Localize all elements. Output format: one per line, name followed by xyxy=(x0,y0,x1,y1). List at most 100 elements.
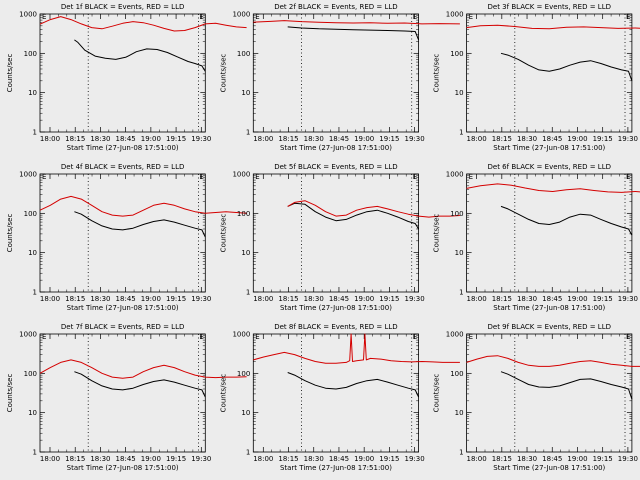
lld-series-line xyxy=(466,24,640,30)
x-tick-label: 19:00 xyxy=(354,295,374,303)
x-tick-label: 19:30 xyxy=(405,295,425,303)
panel-det-6f: Det 6f BLACK = Events, RED = LLD 1 10 100 10… xyxy=(433,163,640,312)
y-axis-label: Counts/sec xyxy=(6,54,14,93)
lld-series-line xyxy=(466,355,640,367)
events-series-line xyxy=(500,371,633,400)
x-tick-label: 18:30 xyxy=(304,455,324,463)
x-tick-label: 19:15 xyxy=(593,295,613,303)
y-tick-label: 1 xyxy=(246,129,250,137)
panel-det-2f: Det 2f BLACK = Events, RED = LLD 1 10 100 10… xyxy=(219,3,460,152)
x-tick-label: 18:45 xyxy=(116,295,136,303)
panel-det-7f: Det 7f BLACK = Events, RED = LLD 1 10 100 10… xyxy=(6,323,247,472)
e-marker: E xyxy=(199,13,203,21)
events-series-line xyxy=(500,52,633,81)
e-marker: E xyxy=(626,13,630,21)
plot-frame xyxy=(39,173,206,293)
plot-frame xyxy=(466,13,633,133)
x-tick-label: 18:00 xyxy=(40,135,60,143)
panel-det-9f: Det 9f BLACK = Events, RED = LLD 1 10 100 10… xyxy=(433,323,640,472)
y-tick-label: 100 xyxy=(450,50,463,58)
e-marker: E xyxy=(255,333,259,341)
y-axis-label: Counts/sec xyxy=(6,374,14,413)
e-marker: E xyxy=(626,333,630,341)
x-tick-label: 18:30 xyxy=(517,295,537,303)
x-tick-label: 19:30 xyxy=(191,455,211,463)
y-axis-label: Counts/sec xyxy=(219,374,227,413)
y-tick-label: 1000 xyxy=(19,331,37,339)
y-tick-label: 1000 xyxy=(232,171,250,179)
x-tick-label: 18:45 xyxy=(329,455,349,463)
x-tick-label: 19:00 xyxy=(354,455,374,463)
e-marker: E xyxy=(413,333,417,341)
x-tick-label: 19:30 xyxy=(191,295,211,303)
x-tick-label: 18:30 xyxy=(90,455,110,463)
plot-frame xyxy=(252,333,420,453)
e-marker: E xyxy=(255,13,259,21)
y-tick-label: 10 xyxy=(28,89,37,97)
y-tick-label: 100 xyxy=(237,370,250,378)
x-tick-label: 18:30 xyxy=(304,135,324,143)
events-series-line xyxy=(74,371,206,398)
x-tick-label: 18:15 xyxy=(65,295,85,303)
x-tick-label: 19:00 xyxy=(354,135,374,143)
x-tick-label: 18:45 xyxy=(329,295,349,303)
y-tick-label: 10 xyxy=(241,89,250,97)
y-tick-label: 1 xyxy=(246,449,250,457)
y-tick-label: 1 xyxy=(459,129,463,137)
events-series-line xyxy=(74,39,206,72)
events-series-line xyxy=(500,205,633,236)
y-tick-label: 1000 xyxy=(19,11,37,19)
events-series-line xyxy=(287,202,420,230)
y-tick-label: 1000 xyxy=(446,171,464,179)
e-marker: E xyxy=(199,173,203,181)
y-tick-label: 10 xyxy=(241,409,250,417)
y-axis-label: Counts/sec xyxy=(433,214,441,253)
panel-title: Det 9f BLACK = Events, RED = LLD xyxy=(488,323,611,331)
x-tick-label: 19:15 xyxy=(593,455,613,463)
plot-frame xyxy=(252,13,420,133)
lld-series-line xyxy=(39,16,247,32)
x-tick-label: 18:15 xyxy=(65,135,85,143)
panel-title: Det 1f BLACK = Events, RED = LLD xyxy=(61,3,184,11)
x-tick-label: 19:00 xyxy=(567,455,587,463)
y-tick-label: 1 xyxy=(459,449,463,457)
y-tick-label: 1 xyxy=(459,289,463,297)
panel-title: Det 3f BLACK = Events, RED = LLD xyxy=(488,3,611,11)
y-tick-label: 1000 xyxy=(232,11,250,19)
y-tick-label: 100 xyxy=(24,370,37,378)
x-tick-label: 18:45 xyxy=(542,295,562,303)
x-tick-label: 18:15 xyxy=(278,295,298,303)
x-axis-label: Start Time (27-Jun-08 17:51:00) xyxy=(67,464,179,472)
x-tick-label: 19:15 xyxy=(379,135,399,143)
lld-series-line xyxy=(39,359,247,379)
x-axis-label: Start Time (27-Jun-08 17:51:00) xyxy=(493,464,605,472)
x-tick-label: 19:15 xyxy=(166,135,186,143)
y-tick-label: 1000 xyxy=(19,171,37,179)
y-axis-label: Counts/sec xyxy=(219,214,227,253)
y-tick-label: 100 xyxy=(450,370,463,378)
x-axis-label: Start Time (27-Jun-08 17:51:00) xyxy=(493,144,605,152)
y-axis-label: Counts/sec xyxy=(6,214,14,253)
x-tick-label: 18:15 xyxy=(278,455,298,463)
x-tick-label: 18:45 xyxy=(116,135,136,143)
panel-title: Det 8f BLACK = Events, RED = LLD xyxy=(274,323,397,331)
y-tick-label: 1 xyxy=(33,289,37,297)
events-series-line xyxy=(287,26,420,41)
plot-frame xyxy=(252,173,420,293)
x-axis-label: Start Time (27-Jun-08 17:51:00) xyxy=(280,144,392,152)
x-tick-label: 18:45 xyxy=(116,455,136,463)
lld-series-line xyxy=(253,333,460,364)
e-marker: E xyxy=(469,13,473,21)
e-marker: E xyxy=(42,333,46,341)
x-tick-label: 18:15 xyxy=(492,455,512,463)
x-tick-label: 19:00 xyxy=(567,295,587,303)
x-tick-label: 18:30 xyxy=(517,135,537,143)
x-tick-label: 19:00 xyxy=(141,455,161,463)
x-tick-label: 18:00 xyxy=(467,455,487,463)
x-tick-label: 18:45 xyxy=(329,135,349,143)
x-tick-label: 18:00 xyxy=(467,135,487,143)
e-marker: E xyxy=(42,13,46,21)
x-tick-label: 19:15 xyxy=(379,455,399,463)
e-marker: E xyxy=(413,173,417,181)
